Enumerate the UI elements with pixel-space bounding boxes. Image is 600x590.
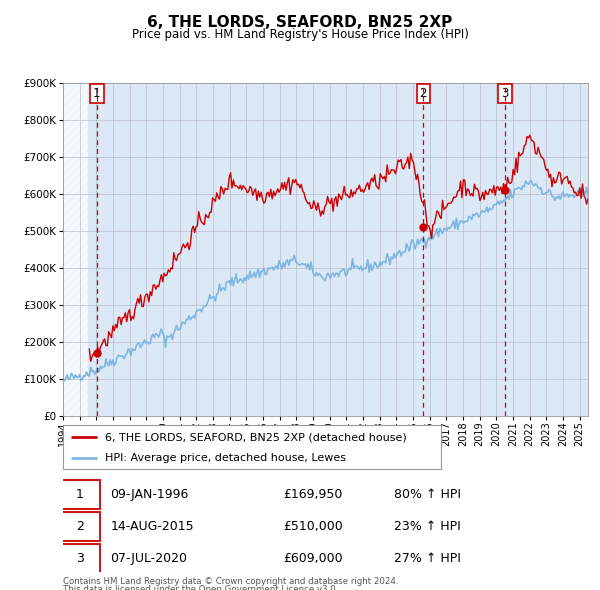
Text: 6, THE LORDS, SEAFORD, BN25 2XP: 6, THE LORDS, SEAFORD, BN25 2XP	[148, 15, 452, 30]
Text: 23% ↑ HPI: 23% ↑ HPI	[394, 520, 461, 533]
Text: Price paid vs. HM Land Registry's House Price Index (HPI): Price paid vs. HM Land Registry's House …	[131, 28, 469, 41]
Text: 14-AUG-2015: 14-AUG-2015	[110, 520, 194, 533]
Text: £169,950: £169,950	[284, 488, 343, 501]
Text: 6, THE LORDS, SEAFORD, BN25 2XP (detached house): 6, THE LORDS, SEAFORD, BN25 2XP (detache…	[104, 432, 406, 442]
FancyBboxPatch shape	[61, 544, 100, 573]
Text: 1: 1	[93, 87, 101, 100]
FancyBboxPatch shape	[63, 425, 441, 469]
Text: 09-JAN-1996: 09-JAN-1996	[110, 488, 188, 501]
Text: This data is licensed under the Open Government Licence v3.0.: This data is licensed under the Open Gov…	[63, 585, 338, 590]
Text: £510,000: £510,000	[284, 520, 343, 533]
Text: 07-JUL-2020: 07-JUL-2020	[110, 552, 187, 565]
FancyBboxPatch shape	[61, 480, 100, 509]
Text: Contains HM Land Registry data © Crown copyright and database right 2024.: Contains HM Land Registry data © Crown c…	[63, 577, 398, 586]
Text: 1: 1	[76, 488, 84, 501]
FancyBboxPatch shape	[61, 512, 100, 541]
Text: 2: 2	[419, 87, 427, 100]
Text: 2: 2	[76, 520, 84, 533]
Text: 3: 3	[76, 552, 84, 565]
Text: 3: 3	[502, 87, 509, 100]
Text: 27% ↑ HPI: 27% ↑ HPI	[394, 552, 461, 565]
Text: HPI: Average price, detached house, Lewes: HPI: Average price, detached house, Lewe…	[104, 453, 346, 463]
Text: £609,000: £609,000	[284, 552, 343, 565]
Text: 80% ↑ HPI: 80% ↑ HPI	[394, 488, 461, 501]
